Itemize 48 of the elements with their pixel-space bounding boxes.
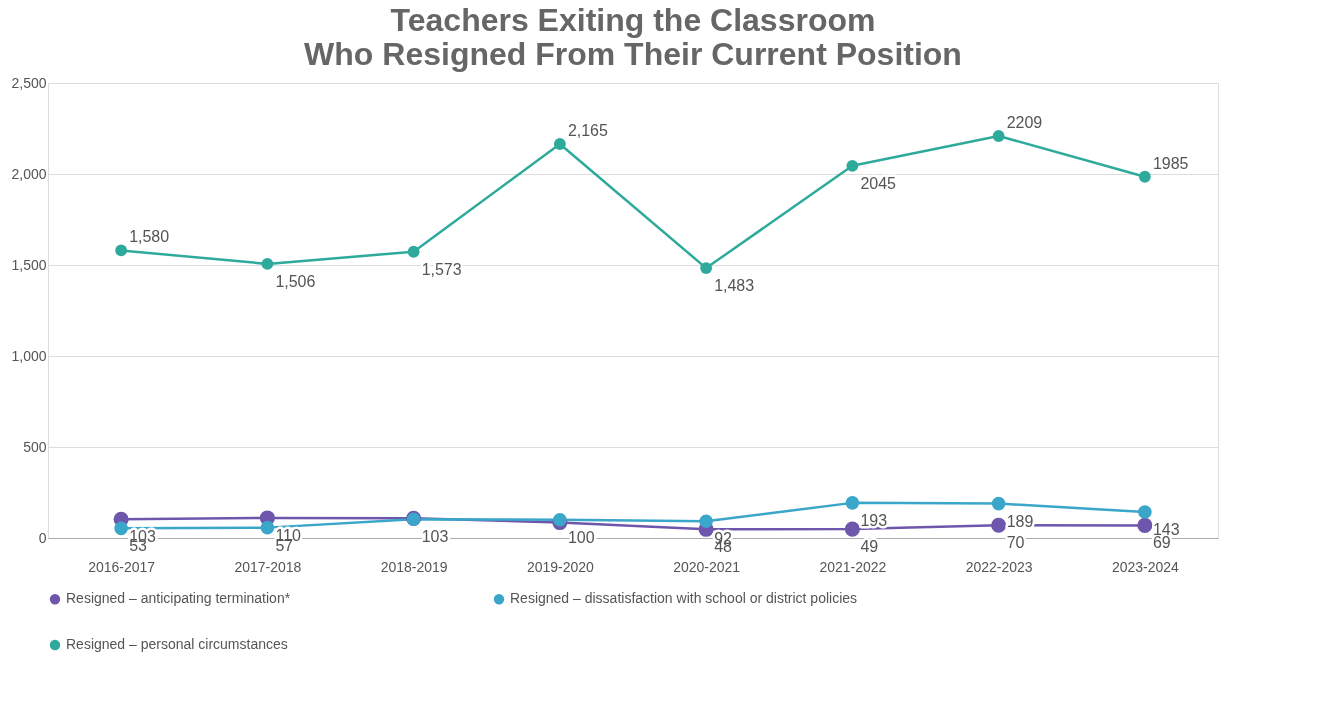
point (991, 496, 1006, 511)
data-label: 1985 (1152, 154, 1189, 172)
point (1138, 505, 1152, 519)
data-label: 1,580 (129, 228, 170, 246)
point (115, 244, 128, 257)
point (1137, 517, 1153, 534)
data-label: 1,573 (421, 260, 462, 278)
data-label: 49 (860, 538, 879, 556)
y-tick-label: 2,500 (11, 74, 47, 91)
point (699, 514, 713, 529)
legend-label: Resigned – personal circumstances (66, 636, 288, 652)
y-tick-label: 1,000 (11, 347, 47, 364)
data-label: 1,506 (275, 272, 316, 290)
point (114, 521, 128, 536)
data-label: 70 (1006, 534, 1025, 552)
chart-title: Teachers Exiting the Classroom Who Resigned From Their Current Position (304, 2, 962, 72)
x-tick-label: 2021-2022 (819, 558, 887, 575)
data-label: 1,483 (714, 277, 755, 295)
point (1138, 170, 1151, 183)
y-tick-label: 500 (23, 438, 47, 455)
point (700, 262, 713, 274)
x-tick-label: 2022-2023 (965, 558, 1033, 575)
data-label: 2209 (1006, 113, 1043, 131)
point (845, 496, 860, 510)
y-tick-label: 0 (38, 529, 47, 546)
x-tick-label: 2017-2018 (234, 558, 302, 575)
x-tick-label: 2016-2017 (88, 558, 156, 575)
legend-label: Resigned – anticipating termination* (66, 590, 291, 607)
point (846, 159, 859, 172)
x-tick-label: 2018-2019 (380, 558, 448, 575)
x-tick-label: 2020-2021 (673, 558, 741, 575)
legend-label: Resigned – dissatisfaction with school or district policies (510, 590, 858, 607)
x-tick-label: 2019-2020 (526, 558, 595, 575)
point (260, 520, 275, 535)
point (844, 521, 860, 537)
data-label: 100 (567, 528, 595, 546)
y-tick-label: 2,000 (11, 165, 47, 182)
point (407, 245, 420, 258)
point (553, 513, 567, 527)
y-tick-label: 1,500 (11, 256, 47, 273)
x-tick-label: 2023-2024 (1111, 558, 1180, 575)
point (992, 130, 1005, 142)
point (261, 258, 274, 270)
point (553, 138, 566, 150)
data-label: 193 (860, 511, 888, 529)
data-label: 2045 (860, 174, 897, 192)
point (991, 517, 1007, 533)
data-label: 2,165 (567, 121, 609, 139)
